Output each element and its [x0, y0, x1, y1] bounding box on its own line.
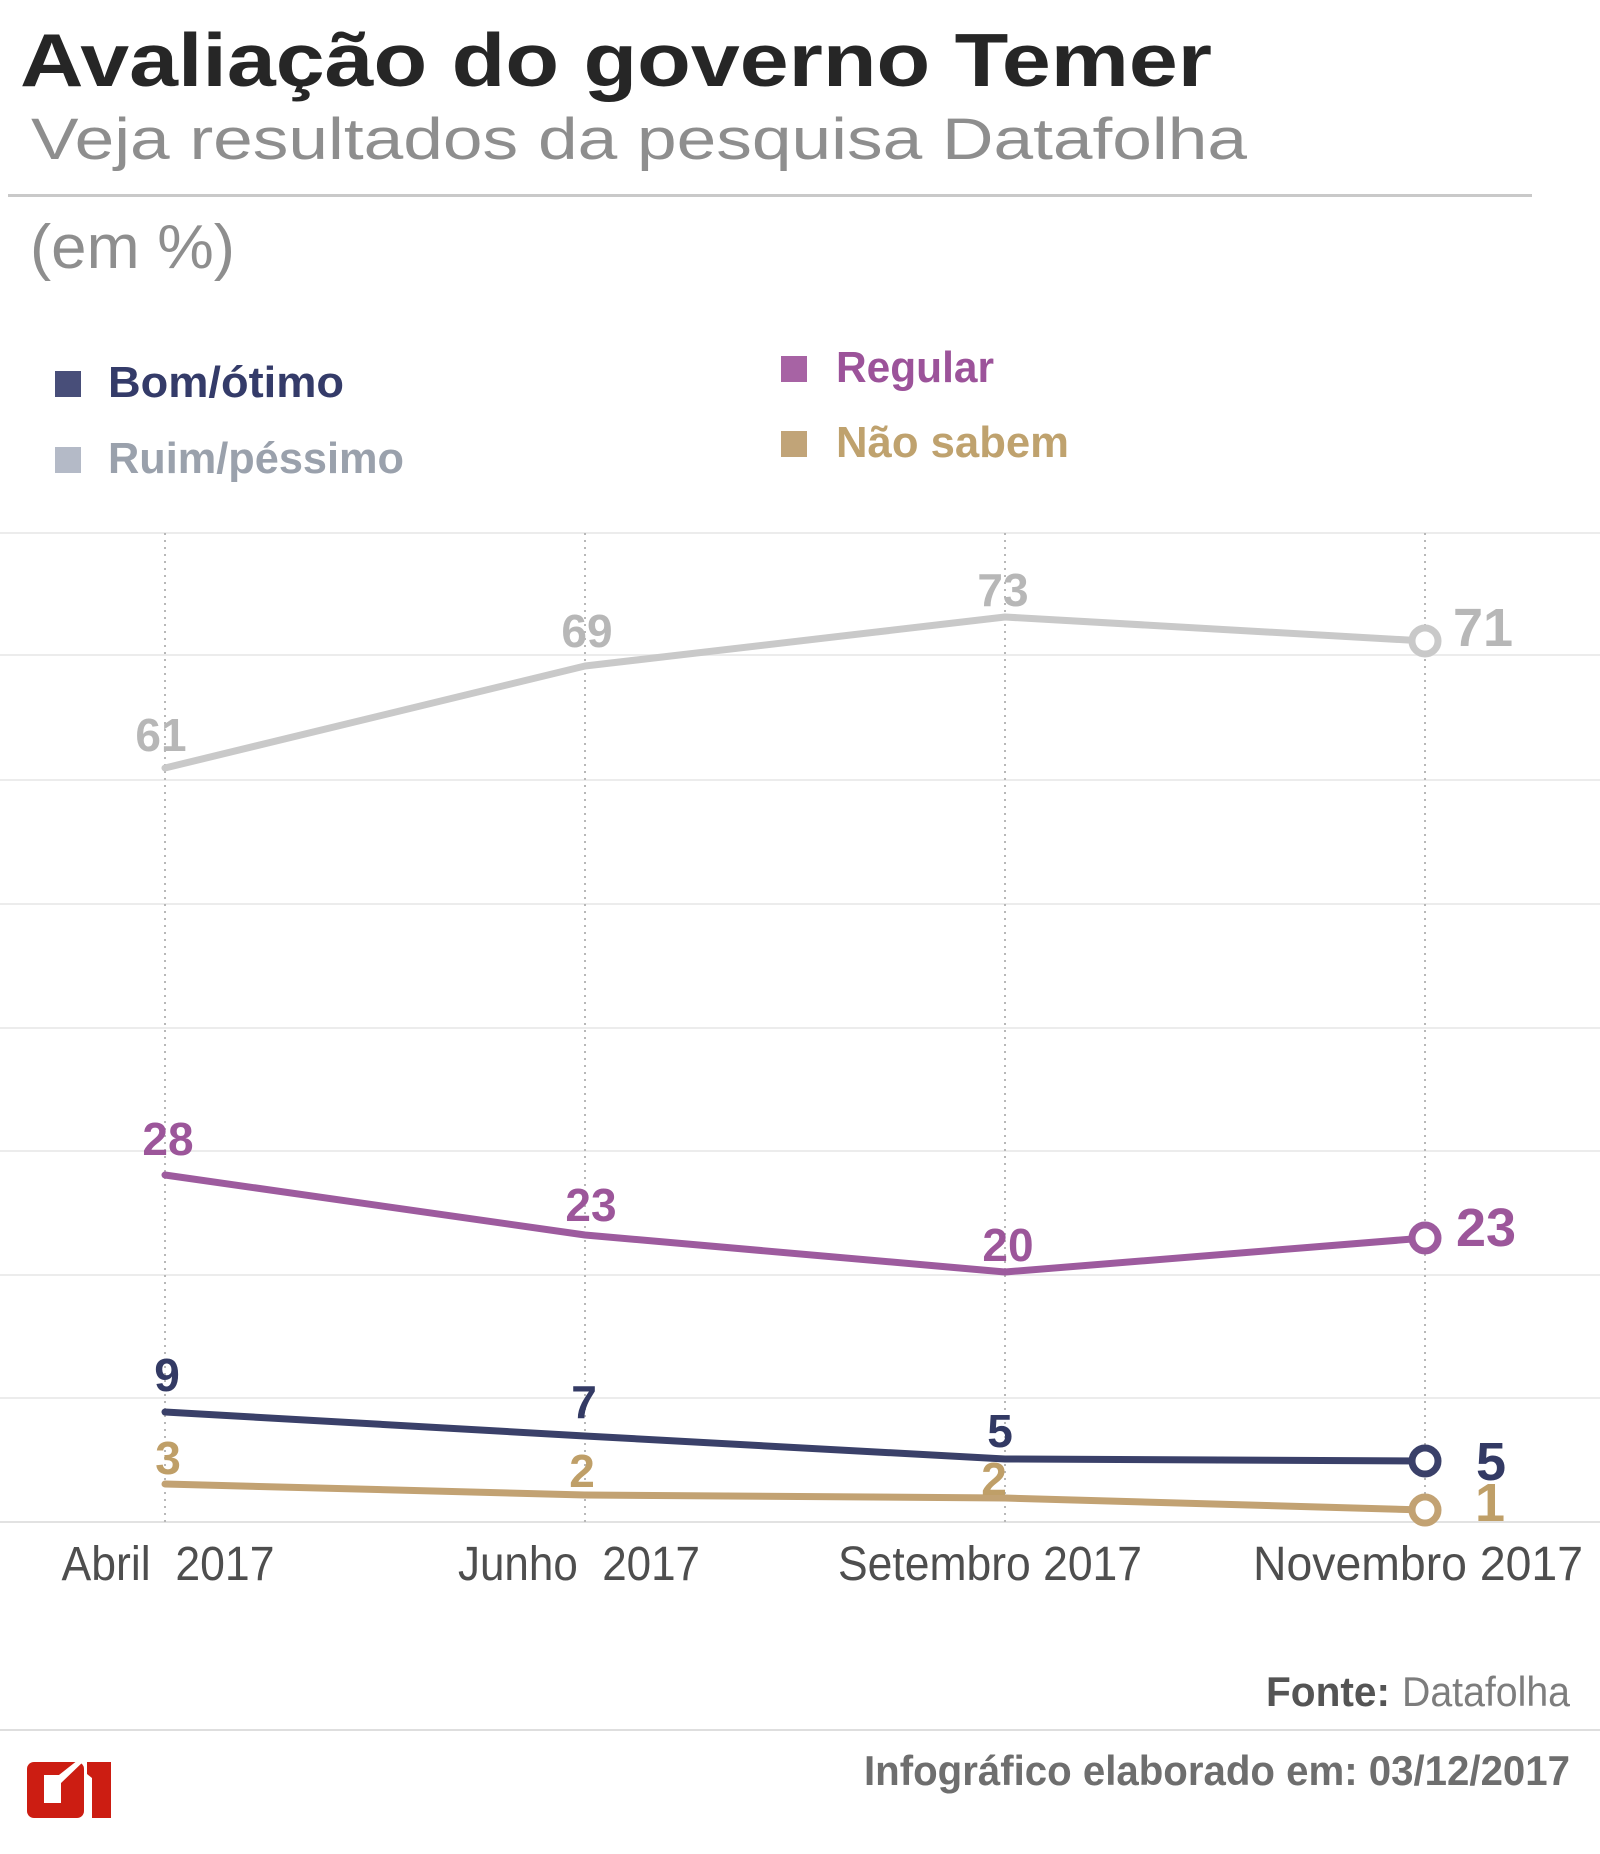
- svg-text:3: 3: [155, 1432, 181, 1484]
- svg-text:1: 1: [1475, 1473, 1505, 1533]
- svg-text:73: 73: [977, 564, 1028, 616]
- svg-text:Avaliação do governo Temer: Avaliação do governo Temer: [20, 18, 1212, 102]
- svg-text:Fonte:: Fonte:: [1266, 1668, 1390, 1715]
- svg-text:9: 9: [154, 1349, 180, 1401]
- svg-text:7: 7: [571, 1376, 597, 1428]
- svg-text:Não sabem: Não sabem: [836, 418, 1069, 467]
- svg-text:69: 69: [561, 605, 612, 657]
- svg-text:Veja resultados da pesquisa Da: Veja resultados da pesquisa Datafolha: [31, 107, 1248, 172]
- svg-text:20: 20: [982, 1219, 1033, 1271]
- svg-text:Abril 2017: Abril 2017: [62, 1538, 275, 1591]
- svg-text:Novembro 2017: Novembro 2017: [1253, 1538, 1583, 1591]
- svg-text:Datafolha: Datafolha: [1402, 1668, 1571, 1715]
- svg-text:23: 23: [565, 1179, 616, 1231]
- svg-text:Junho 2017: Junho 2017: [458, 1538, 700, 1591]
- svg-text:2: 2: [569, 1445, 595, 1497]
- svg-text:Ruim/péssimo: Ruim/péssimo: [108, 434, 404, 483]
- svg-text:Infográfico elaborado em: 03/1: Infográfico elaborado em: 03/12/2017: [864, 1747, 1570, 1794]
- svg-text:23: 23: [1456, 1198, 1516, 1258]
- svg-text:61: 61: [135, 709, 186, 761]
- svg-text:Regular: Regular: [836, 343, 994, 392]
- svg-text:2: 2: [981, 1453, 1007, 1505]
- svg-text:5: 5: [1476, 1432, 1506, 1492]
- svg-text:5: 5: [987, 1405, 1013, 1457]
- svg-text:28: 28: [142, 1113, 193, 1165]
- svg-text:(em %): (em %): [30, 213, 235, 282]
- svg-text:Setembro 2017: Setembro 2017: [838, 1538, 1142, 1591]
- svg-text:Bom/ótimo: Bom/ótimo: [108, 358, 344, 407]
- svg-text:71: 71: [1453, 598, 1513, 658]
